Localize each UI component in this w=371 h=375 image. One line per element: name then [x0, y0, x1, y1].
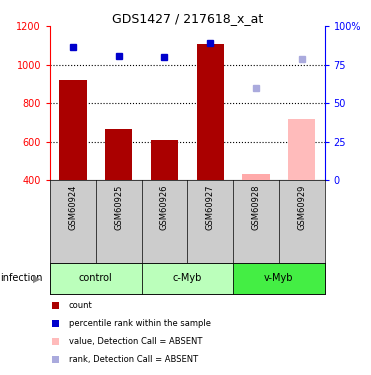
- Text: count: count: [69, 301, 92, 310]
- Text: rank, Detection Call = ABSENT: rank, Detection Call = ABSENT: [69, 355, 198, 364]
- Bar: [288, 120, 315, 180]
- Text: GSM60925: GSM60925: [114, 184, 123, 230]
- Text: v-Myb: v-Myb: [264, 273, 293, 284]
- Bar: [59, 80, 87, 180]
- Text: GSM60929: GSM60929: [297, 184, 306, 230]
- Bar: [197, 44, 224, 180]
- Text: percentile rank within the sample: percentile rank within the sample: [69, 319, 211, 328]
- Text: GSM60928: GSM60928: [252, 184, 260, 230]
- Text: ▶: ▶: [33, 273, 40, 284]
- Text: value, Detection Call = ABSENT: value, Detection Call = ABSENT: [69, 337, 202, 346]
- Text: GSM60924: GSM60924: [69, 184, 78, 230]
- Bar: [242, 174, 270, 180]
- Bar: [142, 262, 233, 294]
- Text: GSM60926: GSM60926: [160, 184, 169, 230]
- Bar: [105, 129, 132, 180]
- Text: control: control: [79, 273, 113, 284]
- Title: GDS1427 / 217618_x_at: GDS1427 / 217618_x_at: [112, 12, 263, 25]
- Text: c-Myb: c-Myb: [173, 273, 202, 284]
- Text: GSM60927: GSM60927: [206, 184, 215, 230]
- Bar: [233, 262, 325, 294]
- Bar: [50, 262, 142, 294]
- Bar: [151, 140, 178, 180]
- Text: infection: infection: [0, 273, 43, 284]
